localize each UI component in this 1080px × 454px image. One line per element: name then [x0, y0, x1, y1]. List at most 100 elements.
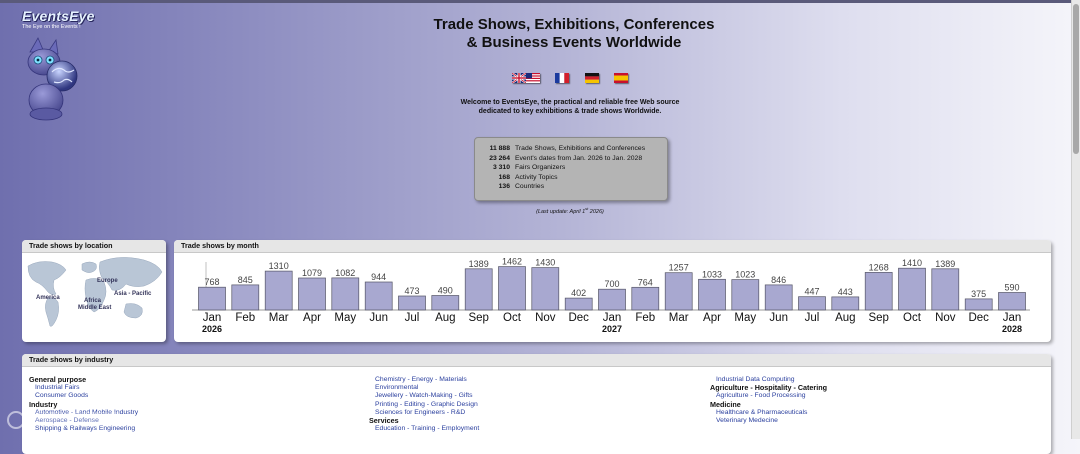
bar-value-label: 1082 — [335, 268, 355, 278]
industry-category[interactable]: General purpose — [29, 375, 87, 384]
industry-link[interactable]: Healthcare & Pharmaceuticals — [716, 408, 808, 416]
region-middle-east[interactable]: Middle East — [78, 305, 111, 311]
industry-link[interactable]: Printing - Editing - Graphic Design — [375, 400, 478, 408]
world-map[interactable]: America Europe Asia - Pacific Africa Mid… — [22, 252, 166, 340]
month-label[interactable]: Nov — [535, 312, 556, 324]
industry-link[interactable]: Chemistry - Energy - Materials — [375, 376, 467, 383]
month-bar[interactable] — [498, 266, 526, 311]
month-bar[interactable] — [998, 292, 1026, 311]
bar-value-label: 768 — [204, 277, 219, 287]
month-bar[interactable] — [464, 268, 493, 311]
month-label[interactable]: Jul — [805, 312, 820, 324]
mascot-globe-icon — [27, 37, 78, 121]
month-bar[interactable] — [831, 296, 860, 311]
month-bar[interactable] — [431, 295, 460, 311]
month-label[interactable]: Apr — [303, 312, 321, 324]
month-label[interactable]: Oct — [503, 312, 522, 324]
month-bar[interactable] — [931, 268, 960, 311]
bar-value-label: 590 — [1004, 283, 1019, 293]
month-bar[interactable] — [598, 288, 626, 311]
month-bar[interactable] — [331, 277, 360, 311]
month-bar[interactable] — [531, 267, 560, 311]
industry-link[interactable]: Veterinary Medecine — [716, 417, 778, 425]
month-label[interactable]: Dec — [968, 312, 989, 324]
month-label[interactable]: Jul — [405, 312, 420, 324]
france-flag-icon[interactable] — [555, 73, 569, 83]
month-panel-title: Trade shows by month — [174, 240, 1051, 253]
month-bar[interactable] — [864, 272, 893, 311]
month-label[interactable]: Aug — [835, 312, 855, 324]
month-bar[interactable] — [798, 296, 826, 311]
bar-value-label: 1389 — [935, 259, 955, 269]
bar-value-label: 473 — [404, 286, 419, 296]
germany-flag-icon[interactable] — [585, 73, 599, 83]
industry-panel: Trade shows by industry General purpose I… — [22, 354, 1051, 454]
region-europe[interactable]: Europe — [97, 278, 118, 284]
vertical-scrollbar[interactable] — [1071, 0, 1080, 439]
month-label[interactable]: Sep — [868, 312, 888, 324]
month-bar[interactable] — [264, 270, 293, 311]
industry-category[interactable]: Medicine — [710, 399, 741, 409]
month-bar[interactable] — [298, 277, 326, 311]
month-label[interactable]: Jan — [203, 312, 222, 324]
month-bar[interactable] — [731, 279, 760, 311]
region-asia-pacific[interactable]: Asia - Pacific — [114, 291, 152, 297]
spain-flag-icon[interactable] — [614, 73, 628, 83]
month-label[interactable]: May — [334, 312, 356, 324]
industry-link[interactable]: Environmental — [375, 384, 419, 392]
industry-link[interactable]: Sciences for Engineers - R&D — [375, 408, 466, 416]
month-label[interactable]: Aug — [435, 312, 455, 324]
scrollbar-thumb[interactable] — [1073, 4, 1079, 154]
bar-value-label: 1410 — [902, 258, 922, 268]
month-label[interactable]: Dec — [568, 312, 589, 324]
bar-value-label: 375 — [971, 289, 986, 299]
eventseye-logo[interactable]: EventsEye The Eye on the Events ! — [22, 8, 102, 121]
month-bar[interactable] — [564, 297, 593, 311]
location-panel-title: Trade shows by location — [22, 240, 166, 253]
industry-link[interactable]: Industrial Fairs — [35, 384, 80, 392]
month-bar[interactable] — [198, 286, 226, 311]
month-label[interactable]: Jun — [769, 312, 788, 324]
bar-value-label: 1268 — [869, 262, 889, 272]
month-label[interactable]: Feb — [235, 312, 255, 324]
month-bar[interactable] — [964, 298, 993, 311]
month-bar[interactable] — [898, 267, 926, 311]
industry-link[interactable]: Education - Training - Employment — [375, 425, 480, 433]
month-label[interactable]: Feb — [635, 312, 655, 324]
industry-link[interactable]: Aerospace - Defense — [29, 417, 138, 425]
month-label[interactable]: Jan — [603, 312, 622, 324]
welcome-text: Welcome to EventsEye, the practical and … — [460, 99, 680, 115]
month-bar[interactable] — [398, 295, 426, 311]
bar-value-label: 944 — [371, 272, 386, 282]
industry-link[interactable]: Shipping & Railways Engineering — [35, 425, 136, 433]
month-label[interactable]: May — [734, 312, 756, 324]
industry-link[interactable]: Jewellery - Watch-Making - Gifts — [375, 392, 473, 400]
industry-category[interactable]: Services — [369, 416, 399, 426]
region-america[interactable]: America — [36, 295, 60, 301]
stat-row: 11 888 Trade Shows, Exhibitions and Conf… — [475, 144, 665, 153]
month-label[interactable]: Sep — [468, 312, 488, 324]
stats-box: 11 888 Trade Shows, Exhibitions and Conf… — [474, 137, 668, 201]
month-bar[interactable] — [231, 284, 260, 311]
industry-link[interactable]: Consumer Goods — [35, 392, 89, 400]
industry-link[interactable]: Automotive - Land Mobile Industry — [35, 408, 139, 416]
uk-us-flag-icon[interactable] — [512, 73, 540, 83]
month-bar[interactable] — [664, 272, 693, 311]
region-africa[interactable]: Africa — [84, 298, 102, 304]
industry-category[interactable]: Agriculture - Hospitality - Catering — [710, 383, 828, 393]
month-label[interactable]: Jun — [369, 312, 388, 324]
month-label[interactable]: Apr — [703, 312, 721, 324]
month-label[interactable]: Nov — [935, 312, 956, 324]
month-bar[interactable] — [364, 281, 393, 311]
month-label[interactable]: Oct — [903, 312, 922, 324]
industry-category[interactable]: Industry — [29, 399, 58, 409]
industry-link[interactable]: Industrial Data Computing — [716, 376, 795, 383]
month-bar[interactable] — [764, 284, 793, 311]
month-label[interactable]: Mar — [669, 312, 689, 324]
month-label[interactable]: Jan — [1003, 312, 1022, 324]
month-bar[interactable] — [698, 278, 726, 311]
month-label[interactable]: Mar — [269, 312, 289, 324]
last-update: (Last update: April 1st 2026) — [536, 206, 604, 215]
month-bar[interactable] — [631, 286, 660, 311]
industry-link[interactable]: Agriculture - Food Processing — [716, 392, 806, 400]
